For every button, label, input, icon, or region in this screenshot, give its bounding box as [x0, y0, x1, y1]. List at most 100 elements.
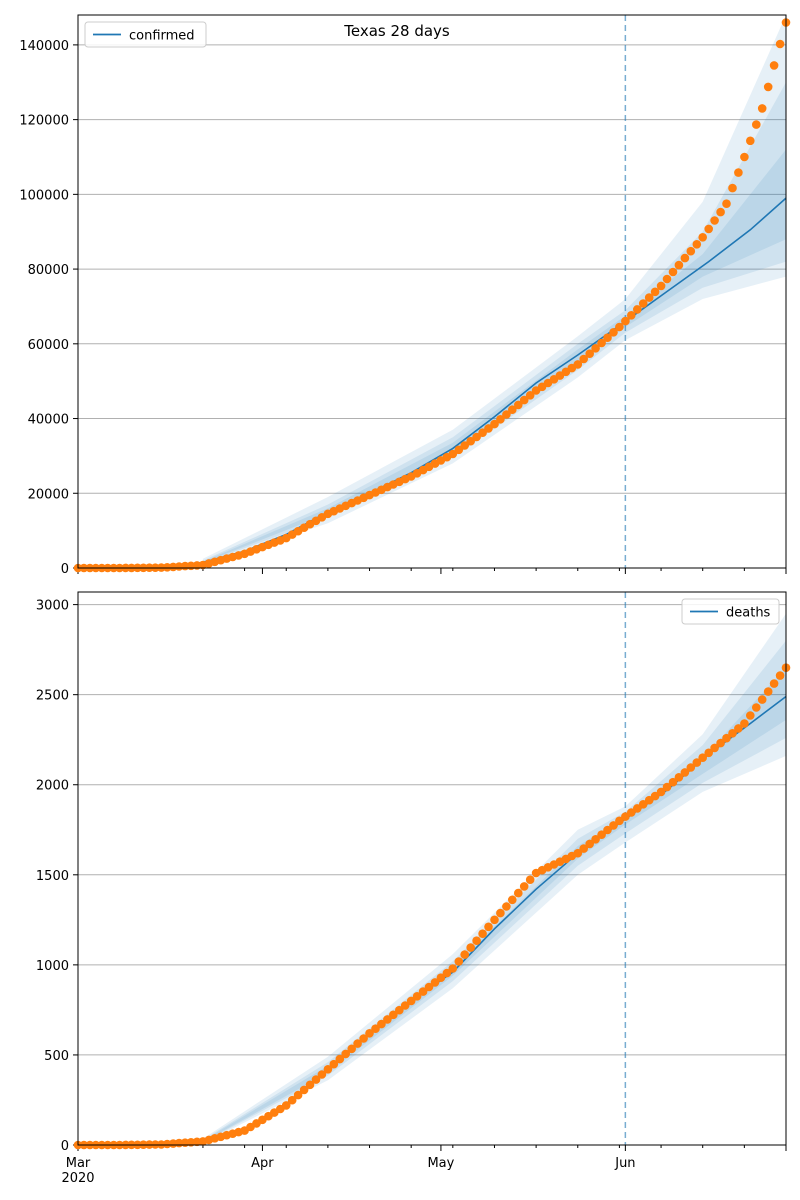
- confirmed-observed-point: [728, 183, 737, 193]
- confirmed-observed-point: [460, 441, 470, 450]
- deaths-observed-point: [371, 1024, 380, 1033]
- confirmed-legend-box: [84, 21, 207, 48]
- x-axis-tick-label: Apr: [251, 1156, 274, 1171]
- confirmed-observed-point: [662, 274, 672, 284]
- confirmed-observed-point: [508, 405, 517, 415]
- deaths-observed-point: [323, 1065, 333, 1074]
- deaths-legend-box: [681, 598, 780, 625]
- deaths-observed-point: [769, 679, 779, 688]
- confirmed-observed-point: [448, 449, 458, 459]
- deaths-observed-point: [436, 973, 446, 982]
- deaths-observed-point: [514, 888, 523, 898]
- confirmed-observed-point: [692, 240, 702, 249]
- x-axis-tick-label: Jun: [614, 1156, 635, 1171]
- confirmed-legend: confirmed: [84, 21, 207, 48]
- deaths-axes-frame: [77, 591, 787, 1146]
- confirmed-observed-point: [502, 410, 511, 419]
- deaths-observed-point: [603, 825, 612, 835]
- deaths-observed-point: [585, 839, 594, 849]
- confirmed-observed-point: [597, 338, 606, 348]
- deaths-observed-point: [329, 1059, 339, 1069]
- confirmed-observed-point: [763, 82, 773, 92]
- confirmed-observed-point: [680, 253, 690, 263]
- confirmed-observed-point: [704, 224, 713, 234]
- deaths-observed-point: [472, 936, 481, 945]
- deaths-observed-point: [311, 1075, 321, 1084]
- confirmed-y-tick-label: 40000: [28, 413, 69, 428]
- deaths-observed-point: [674, 773, 684, 782]
- deaths-observed-point: [591, 835, 600, 844]
- confirmed-y-tick-label: 100000: [19, 188, 69, 203]
- confirmed-observed-point: [668, 267, 678, 277]
- deaths-observed-point: [496, 908, 505, 918]
- deaths-y-tick-label: 500: [44, 1049, 69, 1064]
- confirmed-observed-point: [585, 349, 594, 359]
- deaths-observed-point: [442, 968, 452, 978]
- confirmed-observed-point: [740, 152, 749, 162]
- confirmed-observed-point: [525, 391, 535, 400]
- confirmed-observed-point: [757, 104, 767, 113]
- confirmed-observed-point: [686, 246, 696, 256]
- confirmed-observed-point: [514, 400, 523, 410]
- confirmed-observed-point: [627, 311, 636, 320]
- confirmed-observed-point: [775, 39, 785, 49]
- deaths-y-tick-label: 1000: [36, 959, 69, 974]
- deaths-observed-point: [746, 711, 755, 720]
- deaths-observed-point: [609, 821, 618, 830]
- confirmed-y-tick-label: 20000: [28, 487, 69, 502]
- deaths-observed-point: [424, 982, 434, 992]
- deaths-observed-point: [716, 738, 725, 748]
- deaths-observed-point: [519, 882, 529, 891]
- confirmed-observed-point: [734, 168, 743, 177]
- deaths-y-tick-label: 2000: [36, 779, 69, 794]
- confirmed-y-tick-label: 80000: [28, 263, 69, 278]
- deaths-observed-point: [293, 1090, 303, 1100]
- deaths-observed-point: [299, 1085, 309, 1095]
- deaths-observed-point: [406, 996, 416, 1006]
- deaths-observed-point: [656, 787, 666, 797]
- deaths-observed-point: [281, 1101, 291, 1110]
- deaths-observed-point: [389, 1010, 398, 1020]
- deaths-observed-point: [615, 816, 624, 826]
- confirmed-observed-point: [650, 287, 660, 297]
- deaths-observed-point: [287, 1095, 297, 1105]
- deaths-observed-point: [573, 848, 583, 858]
- deaths-observed-point: [359, 1034, 368, 1043]
- confirmed-y-tick-label: 120000: [19, 114, 69, 129]
- deaths-observed-point: [418, 987, 428, 996]
- deaths-observed-point: [484, 922, 493, 932]
- deaths-observed-point: [454, 957, 464, 966]
- x-axis-tick-label: May: [427, 1156, 454, 1171]
- confirmed-observed-point: [490, 419, 499, 429]
- confirmed-observed-point: [716, 207, 725, 217]
- confirmed-y-tick-label: 140000: [19, 39, 69, 54]
- confirmed-observed-point: [484, 424, 493, 433]
- confirmed-observed-point: [519, 395, 529, 405]
- deaths-observed-point: [383, 1015, 392, 1024]
- deaths-observed-point: [722, 733, 731, 743]
- deaths-observed-point: [662, 782, 672, 792]
- deaths-observed-point: [490, 915, 499, 925]
- confirmed-y-tick-label: 0: [61, 562, 69, 577]
- deaths-observed-point: [704, 748, 713, 758]
- deaths-observed-point: [353, 1039, 362, 1048]
- deaths-observed-point: [508, 895, 517, 905]
- confirmed-observed-point: [609, 328, 618, 337]
- deaths-panel: 0 500 1000 1500 2000 2500 3000 deaths: [36, 591, 791, 1154]
- confirmed-uncertainty-band: [202, 82, 786, 564]
- deaths-observed-point: [466, 943, 476, 952]
- x-axis-tick-label: Mar: [66, 1156, 91, 1171]
- deaths-observed-point: [597, 830, 606, 839]
- chart-title: Texas 28 days: [343, 22, 450, 40]
- confirmed-observed-point: [674, 260, 684, 270]
- confirmed-observed-point: [591, 344, 600, 353]
- confirmed-observed-point: [769, 61, 779, 70]
- x-axis-tick-labels: Mar Apr May Jun: [66, 1156, 636, 1171]
- deaths-observed-point: [502, 902, 511, 911]
- deaths-observed-point: [627, 808, 636, 817]
- confirmed-observed-point: [615, 322, 624, 332]
- deaths-observed-point: [430, 978, 440, 987]
- deaths-observed-point: [347, 1044, 357, 1054]
- deaths-observed-point: [710, 743, 719, 753]
